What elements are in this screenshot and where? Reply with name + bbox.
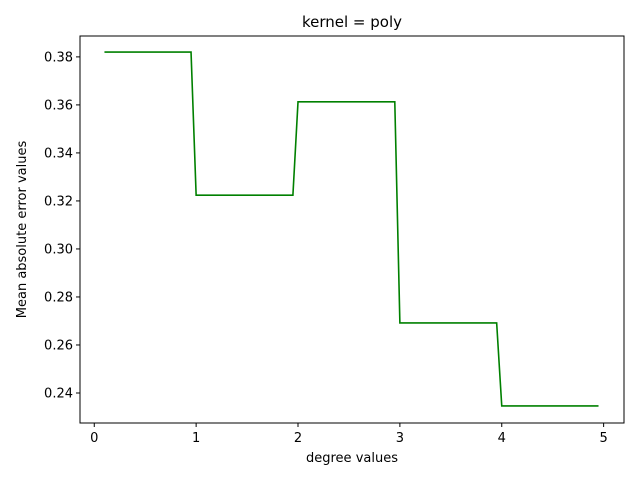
x-tick-label: 0 — [90, 431, 98, 446]
x-tick-label: 4 — [498, 431, 506, 446]
series-line-0 — [104, 51, 599, 407]
y-axis-label: Mean absolute error values — [15, 141, 30, 319]
x-tick-label: 2 — [294, 431, 302, 446]
y-tick-label: 0.24 — [44, 386, 73, 401]
chart-title: kernel = poly — [302, 13, 402, 31]
x-tick-label: 5 — [599, 431, 607, 446]
x-axis-label: degree values — [306, 451, 398, 466]
y-tick-label: 0.36 — [44, 98, 73, 113]
x-tick-label: 1 — [192, 431, 200, 446]
y-tick-label: 0.34 — [44, 146, 73, 161]
y-tick-label: 0.38 — [44, 50, 73, 65]
plot-area: 0 1 2 3 4 5 0.24 0.26 0.28 0.30 0.32 0.34 0.36 0.38 — [44, 35, 625, 446]
y-tick-label: 0.28 — [44, 290, 73, 305]
y-tick-label: 0.26 — [44, 338, 73, 353]
y-tick-label: 0.32 — [44, 194, 73, 209]
y-tick-label: 0.30 — [44, 242, 73, 257]
x-tick-label: 3 — [396, 431, 404, 446]
axes-frame — [79, 35, 625, 424]
